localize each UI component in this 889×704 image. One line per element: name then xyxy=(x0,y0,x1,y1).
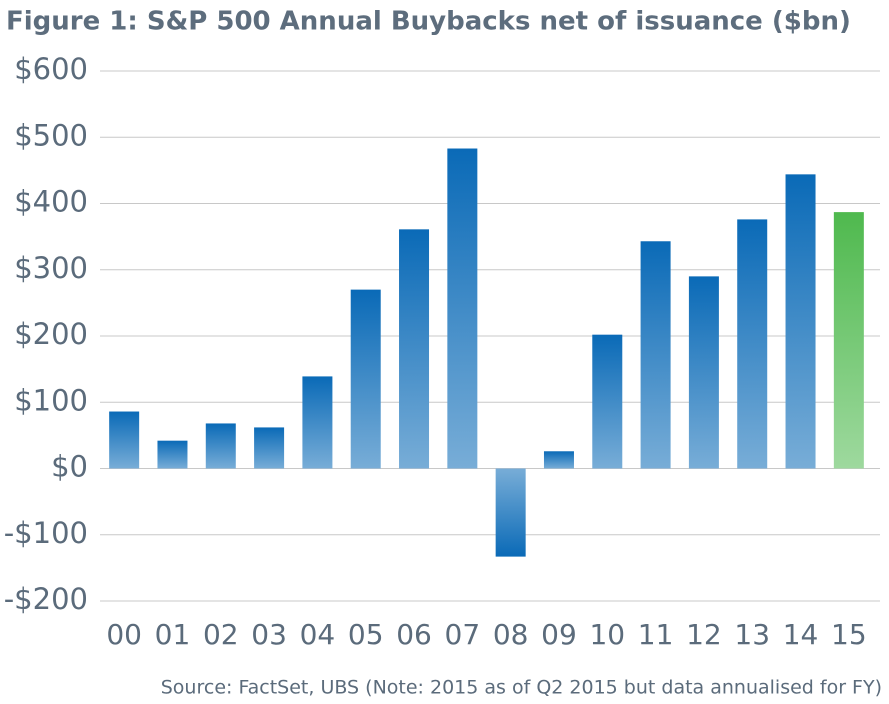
bar xyxy=(109,411,140,469)
x-tick-label: 00 xyxy=(106,618,142,651)
y-tick-label: $200 xyxy=(14,317,88,351)
bar xyxy=(350,289,381,469)
x-tick-label: 04 xyxy=(300,618,336,651)
y-tick-label: $600 xyxy=(14,52,88,86)
bar xyxy=(447,148,478,469)
bar xyxy=(640,241,671,469)
bar xyxy=(737,219,768,469)
x-tick-label: 07 xyxy=(445,618,481,651)
bar xyxy=(543,451,574,469)
y-tick-label: $0 xyxy=(51,450,88,484)
y-tick-label: $500 xyxy=(14,118,88,152)
y-tick-label: $300 xyxy=(14,251,88,285)
x-tick-label: 08 xyxy=(493,618,529,651)
bar xyxy=(302,376,333,469)
chart-title: Figure 1: S&P 500 Annual Buybacks net of… xyxy=(6,7,851,37)
bar xyxy=(254,427,285,469)
bar xyxy=(399,229,430,469)
bar xyxy=(833,212,864,469)
x-tick-label: 15 xyxy=(831,618,867,651)
x-tick-label: 11 xyxy=(638,618,674,651)
bar xyxy=(205,423,236,469)
x-tick-label: 06 xyxy=(396,618,432,651)
source-note: Source: FactSet, UBS (Note: 2015 as of Q… xyxy=(161,677,882,699)
y-tick-label: -$200 xyxy=(4,582,88,616)
x-tick-label: 05 xyxy=(348,618,384,651)
bar xyxy=(157,440,188,469)
y-tick-label: $100 xyxy=(14,383,88,417)
x-tick-label: 03 xyxy=(251,618,287,651)
x-tick-label: 09 xyxy=(541,618,577,651)
x-tick-label: 10 xyxy=(589,618,625,651)
x-tick-label: 14 xyxy=(783,618,819,651)
x-tick-label: 02 xyxy=(203,618,239,651)
x-tick-label: 01 xyxy=(155,618,191,651)
y-tick-label: -$100 xyxy=(4,516,88,550)
x-tick-label: 12 xyxy=(686,618,722,651)
bar xyxy=(495,468,526,557)
bar xyxy=(785,174,816,469)
x-tick-label: 13 xyxy=(734,618,770,651)
bar xyxy=(592,334,623,469)
bar xyxy=(688,276,719,469)
y-tick-label: $400 xyxy=(14,185,88,219)
